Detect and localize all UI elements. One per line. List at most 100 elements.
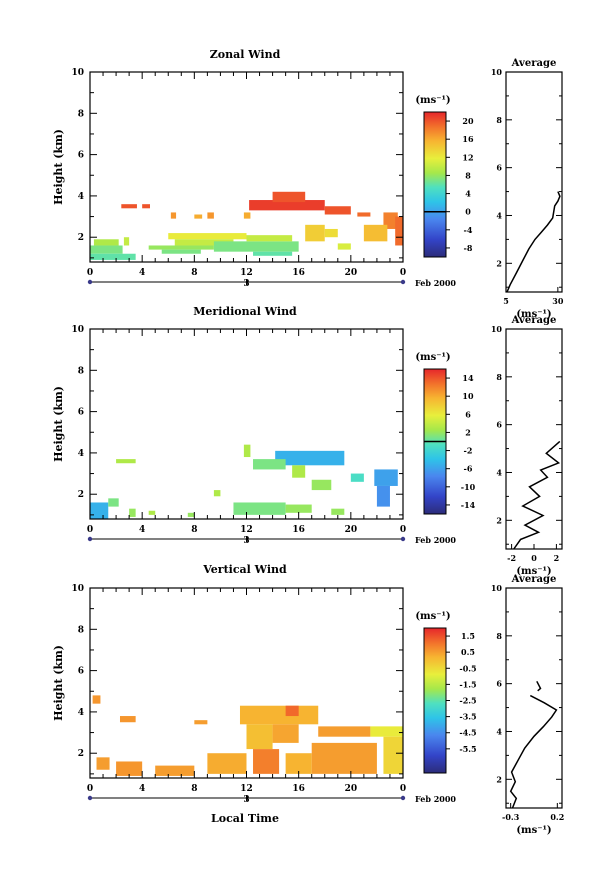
profile-y-tick-label: 4 (496, 210, 502, 220)
heatmap-cell (170, 212, 177, 219)
profile-y-tick-label: 2 (496, 258, 502, 268)
colorbar: (ms⁻¹) 14 10 6 2 -2 -6 -10 -14 (415, 352, 476, 515)
heatmap-cell (285, 753, 312, 774)
colorbar: (ms⁻¹) 1.5 0.5 -0.5 -1.5 -2.5 -3.5 -4.5 -5.5 (415, 611, 477, 774)
x-tick-label: 20 (345, 784, 358, 794)
profile-x-tick-label: 2 (554, 553, 560, 563)
profile-y-tick-label: 10 (491, 583, 503, 593)
colorbar-tick-label: -4 (464, 225, 473, 235)
profile-x-label: (ms⁻¹) (516, 566, 551, 577)
colorbar-tick-label: -2 (464, 446, 473, 456)
profile-y-tick-label: 4 (496, 467, 502, 477)
vertical-wind-panel: Vertical Wind 2 4 6 8 10 0 4 8 12 16 20 0 Height (km… (52, 563, 564, 836)
heatmap-cell (187, 512, 195, 517)
x-tick-label: 20 (345, 268, 358, 278)
y-tick-label: 2 (78, 749, 84, 759)
profile-frame (505, 328, 563, 550)
x-tick-label: 0 (87, 525, 93, 535)
heatmap-cell (246, 724, 273, 750)
profile-x-tick-label: 30 (552, 296, 564, 306)
heatmap-cell (90, 245, 123, 254)
colorbar-tick-label: -2.5 (459, 696, 476, 706)
colorbar-tick-label: -6 (464, 464, 473, 474)
y-tick-label: 8 (78, 625, 84, 635)
x-tick-label: 16 (292, 268, 305, 278)
colorbar-unit: (ms⁻¹) (415, 611, 450, 622)
profile-y-tick-label: 2 (496, 515, 502, 525)
heatmap-cell (116, 761, 143, 776)
x-tick-label: 16 (292, 525, 305, 535)
profile-line (506, 191, 561, 293)
profile-title: Average (511, 574, 557, 585)
profile-y-tick-label: 10 (491, 324, 503, 334)
profile-title: Average (511, 58, 557, 69)
heatmap-plot: 2 4 6 8 10 0 4 8 12 16 20 0 Height (km) 3 Feb 2000 (52, 68, 456, 289)
heatmap-cell (129, 508, 136, 517)
date-label: Feb 2000 (415, 794, 456, 804)
profile-y-tick-label: 4 (496, 726, 502, 736)
heatmap-cell (285, 705, 299, 717)
colorbar-unit: (ms⁻¹) (415, 352, 450, 363)
profile-frame (505, 71, 563, 293)
profile-title: Average (511, 315, 557, 326)
date-bar-end (87, 279, 93, 285)
heatmap-cell (155, 765, 195, 776)
colorbar-tick-label: -10 (461, 482, 476, 492)
date-label: Feb 2000 (415, 535, 456, 545)
colorbar-tick-label: -14 (461, 500, 476, 510)
profile-y-tick-label: 6 (496, 420, 502, 430)
x-tick-label: 12 (240, 784, 253, 794)
profile-y-tick-label: 6 (496, 679, 502, 689)
colorbar-tick-label: 6 (465, 409, 471, 419)
heatmap-plot: 2 4 6 8 10 0 4 8 12 16 20 0 Height (km) 3 Feb 2000 (52, 584, 456, 805)
heatmap-cell (119, 716, 136, 723)
heatmap-cell (395, 216, 403, 246)
colorbar-tick-label: 0.5 (461, 647, 475, 657)
heatmap-cell (311, 742, 377, 774)
heatmap-cell (350, 473, 364, 482)
plot-frame (89, 328, 404, 520)
x-tick-label: 4 (139, 784, 145, 794)
heatmap-cell (93, 239, 119, 246)
y-tick-label: 4 (78, 192, 84, 202)
heatmap-cell (292, 465, 306, 478)
profile-x-tick-label: 5 (503, 296, 509, 306)
heatmap-cell (207, 212, 214, 219)
x-tick-label: 0 (400, 525, 406, 535)
y-axis-label: Height (km) (52, 386, 65, 462)
heatmap-cell (374, 469, 398, 486)
profile-x-label: (ms⁻¹) (516, 309, 551, 320)
colorbar-tick-label: 20 (462, 116, 474, 126)
heatmap-cell (311, 479, 332, 491)
colorbar-gradient (423, 111, 447, 258)
colorbar-tick-label: -3.5 (459, 712, 476, 722)
colorbar-tick-label: 12 (462, 152, 473, 162)
heatmap-cell (213, 241, 299, 252)
colorbar-tick-label: -0.5 (459, 663, 476, 673)
y-tick-label: 8 (78, 366, 84, 376)
x-axis-label: Local Time (211, 812, 279, 825)
y-tick-label: 6 (78, 151, 84, 161)
heatmap-cell (318, 726, 371, 737)
x-tick-label: 8 (191, 268, 197, 278)
colorbar-gradient (423, 627, 447, 774)
heatmap-cell (305, 224, 325, 242)
heatmap-cell (207, 753, 247, 774)
heatmap-cell (253, 459, 286, 470)
heatmap-cell (194, 214, 203, 219)
profile-line (513, 440, 561, 550)
colorbar-tick-label: -8 (464, 243, 473, 253)
heatmap-cell (116, 459, 136, 464)
colorbar-tick-label: 0 (465, 207, 471, 217)
profile-x-tick-label: 0 (531, 553, 537, 563)
heatmap-cell (121, 204, 137, 209)
heatmap-cell (376, 485, 390, 507)
date-bar-end (87, 795, 93, 801)
heatmap-cell (90, 253, 136, 260)
y-tick-label: 4 (78, 449, 84, 459)
heatmap-cell (194, 720, 208, 725)
x-tick-label: 0 (400, 268, 406, 278)
